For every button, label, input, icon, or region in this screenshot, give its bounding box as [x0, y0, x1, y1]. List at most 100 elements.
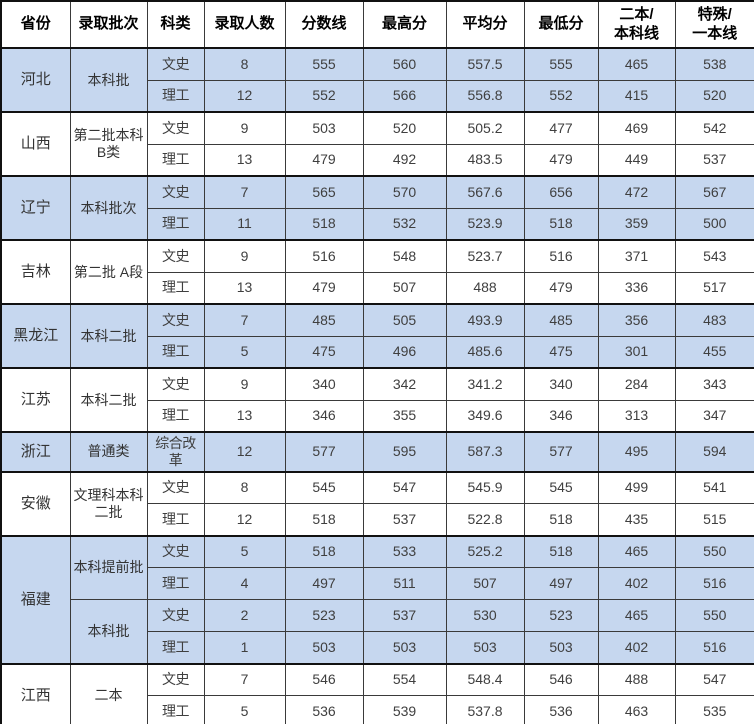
value-cell: 479 [284, 271, 364, 305]
subject-cell: 理工 [146, 503, 205, 537]
value-cell: 560 [362, 47, 447, 81]
value-cell: 570 [362, 175, 447, 209]
value-cell: 537 [362, 503, 447, 537]
table-row: 江西 二本 文史 7 546 554 548.4 546 488 547 [0, 662, 754, 724]
value-cell: 518 [284, 503, 364, 537]
value-cell: 541 [674, 470, 754, 505]
value-cell: 507 [445, 567, 525, 601]
value-cell: 465 [597, 599, 676, 633]
batch-cell: 二本 [69, 662, 148, 724]
value-cell: 479 [523, 271, 599, 305]
batch-cell: 本科批 [69, 599, 148, 665]
subject-cell: 文史 [146, 303, 205, 337]
table-row: 吉林 第二批 A段 文史 9 516 548 523.7 516 371 543 [0, 239, 754, 305]
province-cell: 河北 [0, 47, 71, 113]
table-row: 理工 1 503 503 503 503 402 516 [1, 631, 754, 665]
value-cell: 536 [523, 695, 599, 724]
value-cell: 485 [284, 303, 364, 337]
value-cell: 555 [523, 47, 599, 81]
value-cell: 493.9 [445, 303, 525, 337]
value-cell: 349.6 [445, 399, 525, 433]
table-row: 安徽 文理科本科二批 文史 8 545 547 545.9 545 499 541 [0, 470, 754, 537]
value-cell: 7 [203, 175, 286, 209]
value-cell: 340 [284, 367, 364, 401]
province-cell: 黑龙江 [0, 303, 71, 369]
value-cell: 346 [284, 399, 364, 433]
table-row: 浙江 普通类 综合改革 12 577 595 587.3 577 495 594 [0, 431, 754, 473]
batch-cell: 第二批 A段 [69, 239, 148, 305]
province-cell: 辽宁 [0, 175, 71, 241]
value-cell: 342 [362, 367, 447, 401]
value-cell: 4 [203, 567, 286, 601]
subject-cell: 理工 [146, 143, 205, 177]
table-row: 理工 13 346 355 349.6 346 313 347 [1, 399, 754, 433]
subject-cell: 理工 [146, 695, 205, 724]
table-row: 理工 12 552 566 556.8 552 415 520 [1, 79, 754, 113]
subject-cell: 文史 [146, 599, 205, 633]
value-cell: 475 [523, 335, 599, 369]
value-cell: 343 [674, 367, 754, 401]
value-cell: 496 [362, 335, 447, 369]
subject-cell: 文史 [146, 47, 205, 81]
value-cell: 9 [203, 111, 286, 145]
value-cell: 341.2 [445, 367, 525, 401]
value-cell: 503 [445, 631, 525, 665]
value-cell: 518 [284, 534, 364, 569]
batch-cell: 第二批本科B类 [69, 111, 148, 177]
subject-cell: 文史 [146, 367, 205, 401]
value-cell: 5 [203, 695, 286, 724]
subject-cell: 文史 [146, 470, 205, 505]
value-cell: 488 [445, 271, 525, 305]
value-cell: 346 [523, 399, 599, 433]
value-cell: 547 [674, 662, 754, 697]
value-cell: 545 [523, 470, 599, 505]
value-cell: 520 [674, 79, 754, 113]
value-cell: 7 [203, 303, 286, 337]
value-cell: 543 [674, 239, 754, 273]
column-header: 最高分 [362, 0, 447, 49]
value-cell: 537 [674, 143, 754, 177]
value-cell: 505 [362, 303, 447, 337]
value-cell: 550 [674, 599, 754, 633]
value-cell: 485.6 [445, 335, 525, 369]
value-cell: 12 [203, 503, 286, 537]
value-cell: 8 [203, 470, 286, 505]
value-cell: 356 [597, 303, 676, 337]
table-row: 理工 13 479 492 483.5 479 449 537 [1, 143, 754, 177]
value-cell: 13 [203, 399, 286, 433]
value-cell: 505.2 [445, 111, 525, 145]
value-cell: 515 [674, 503, 754, 537]
value-cell: 13 [203, 271, 286, 305]
value-cell: 518 [523, 207, 599, 241]
value-cell: 336 [597, 271, 676, 305]
value-cell: 536 [284, 695, 364, 724]
table-row: 河北 本科批 文史 8 555 560 557.5 555 465 538 [0, 47, 754, 113]
value-cell: 567.6 [445, 175, 525, 209]
subject-cell: 综合改革 [146, 431, 205, 473]
subject-cell: 文史 [146, 175, 205, 209]
batch-cell: 文理科本科二批 [69, 470, 148, 537]
column-header: 二本/ 本科线 [597, 0, 676, 49]
table-row: 理工 13 479 507 488 479 336 517 [1, 271, 754, 305]
value-cell: 518 [523, 503, 599, 537]
batch-cell: 本科提前批 [69, 534, 148, 601]
value-cell: 594 [674, 431, 754, 473]
batch-cell: 本科二批 [69, 367, 148, 433]
value-cell: 537 [362, 599, 447, 633]
value-cell: 542 [674, 111, 754, 145]
value-cell: 511 [362, 567, 447, 601]
subject-cell: 文史 [146, 662, 205, 697]
value-cell: 483 [674, 303, 754, 337]
value-cell: 522.8 [445, 503, 525, 537]
value-cell: 545 [284, 470, 364, 505]
value-cell: 8 [203, 47, 286, 81]
value-cell: 523.7 [445, 239, 525, 273]
value-cell: 546 [284, 662, 364, 697]
subject-cell: 理工 [146, 79, 205, 113]
value-cell: 516 [284, 239, 364, 273]
table-body: 河北 本科批 文史 8 555 560 557.5 555 465 538 理工 12 552 566 55… [0, 47, 754, 724]
value-cell: 525.2 [445, 534, 525, 569]
column-header: 录取批次 [69, 0, 148, 49]
